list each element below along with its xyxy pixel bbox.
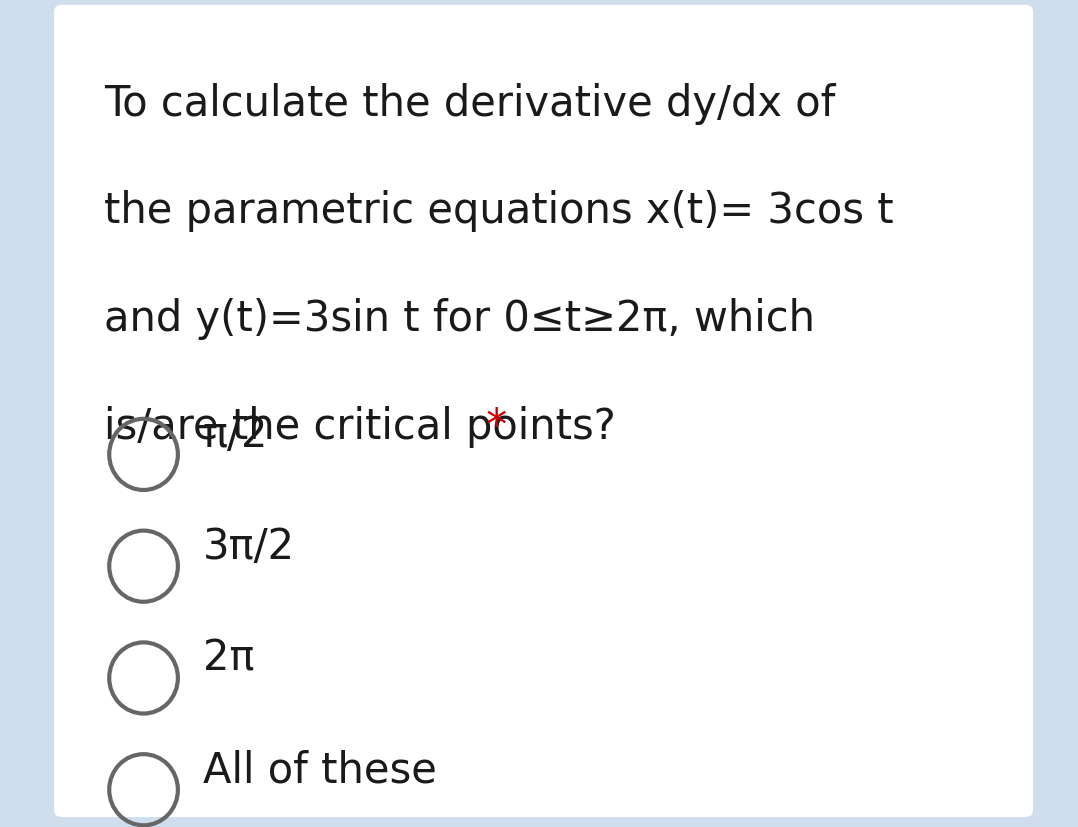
Text: 3π/2: 3π/2 [203,525,295,567]
Text: π/2: π/2 [203,414,268,456]
Text: is/are the critical points?: is/are the critical points? [105,405,616,447]
FancyBboxPatch shape [54,6,1033,817]
Text: 2π: 2π [203,637,254,679]
Text: To calculate the derivative dy/dx of: To calculate the derivative dy/dx of [105,83,835,125]
Text: *: * [473,405,508,447]
Text: and y(t)=3sin t for 0≤t≥2π, which: and y(t)=3sin t for 0≤t≥2π, which [105,298,815,340]
Text: All of these: All of these [203,748,437,791]
Text: the parametric equations x(t)= 3cos t: the parametric equations x(t)= 3cos t [105,190,894,232]
